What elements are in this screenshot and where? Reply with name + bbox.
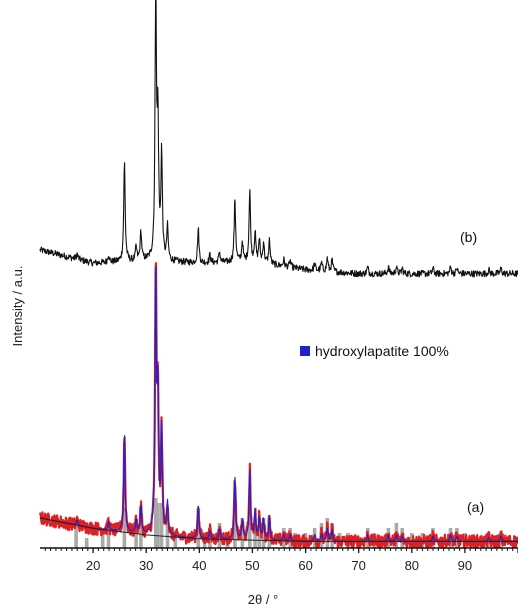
legend-swatch-hydroxylapatite	[300, 346, 310, 356]
legend: hydroxylapatite 100%	[300, 343, 449, 359]
reference-bar-6	[139, 518, 143, 548]
x-tick-label-80: 80	[405, 558, 419, 573]
series-layer	[38, 0, 518, 549]
legend-label-hydroxylapatite: hydroxylapatite 100%	[315, 343, 449, 359]
x-tick-label-70: 70	[351, 558, 365, 573]
x-tick-label-40: 40	[192, 558, 206, 573]
reference-bar-18	[240, 518, 245, 548]
reference-bar-21	[257, 518, 262, 548]
x-axis-title: 2θ / °	[248, 592, 279, 607]
reference-bar-5	[134, 523, 138, 548]
series-b-label: (b)	[460, 229, 477, 245]
x-tick-label-20: 20	[86, 558, 100, 573]
x-tick-label-60: 60	[298, 558, 312, 573]
x-tick-label-50: 50	[245, 558, 259, 573]
x-tick-labels: 20 30 40 50 60 70 80 90	[86, 558, 472, 573]
reference-bar-8	[156, 503, 160, 548]
reference-bar-0	[74, 523, 78, 548]
reference-bar-12	[196, 508, 201, 548]
reference-bar-22	[261, 518, 266, 548]
reference-bar-11	[173, 533, 178, 548]
reference-bar-17	[233, 503, 237, 548]
x-tick-label-90: 90	[458, 558, 472, 573]
series-a-background-line	[39, 517, 518, 542]
x-axis	[40, 547, 518, 553]
reference-bar-14	[208, 528, 212, 548]
reference-bar-20	[253, 518, 257, 548]
series-b-line	[39, 0, 518, 278]
x-tick-label-30: 30	[139, 558, 153, 573]
series-a-observed-line	[38, 262, 518, 549]
reference-bar-10	[165, 513, 170, 548]
reference-bar-9	[159, 503, 164, 548]
series-a-label: (a)	[467, 499, 484, 515]
reference-bar-19	[248, 503, 252, 548]
reference-bar-3	[106, 523, 111, 548]
reference-bar-4	[122, 508, 127, 548]
reference-bar-1	[84, 538, 89, 548]
series-a-calculated-line	[39, 266, 518, 543]
y-axis-title: Intensity / a.u.	[10, 266, 25, 347]
reference-bar-2	[100, 528, 105, 548]
reference-bar-7	[154, 498, 158, 548]
